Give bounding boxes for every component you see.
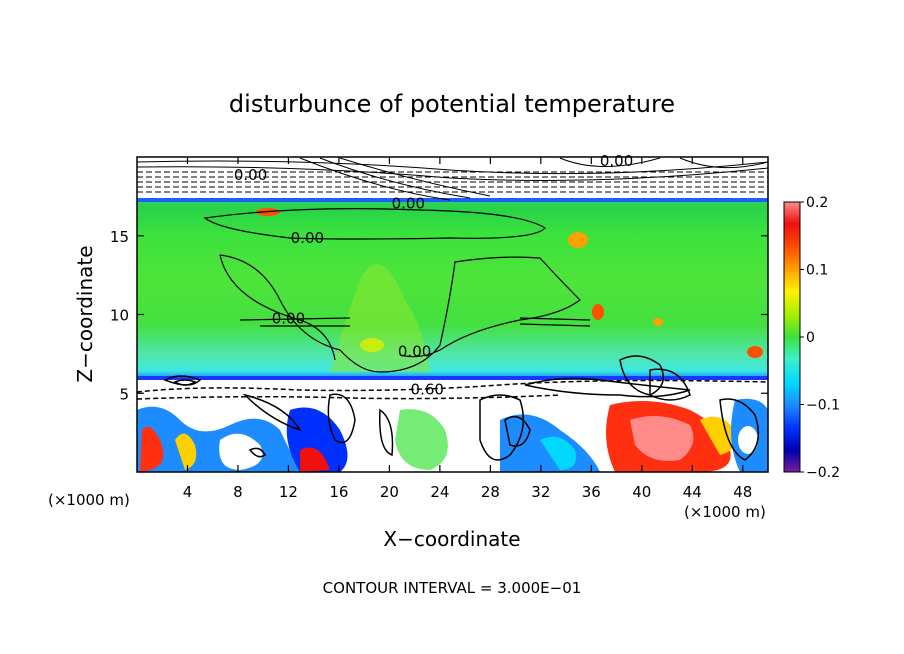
x-axis-label: X−coordinate <box>383 527 520 551</box>
x-axis-ticks: 4 8 12 16 20 24 28 32 36 40 44 48 <box>183 157 752 501</box>
x-tick-label: 44 <box>683 483 702 501</box>
y-tick-label: 10 <box>110 307 129 325</box>
colorbar-tick-label: −0.2 <box>806 465 840 481</box>
colorbar-tick-label: 0 <box>806 330 815 346</box>
bl-blob-left-yellow <box>175 433 197 470</box>
contour-interval-note: CONTOUR INTERVAL = 3.000E−01 <box>323 579 582 597</box>
plume-center <box>330 264 430 372</box>
bl-white-right <box>738 426 758 454</box>
field-layer <box>137 157 768 472</box>
spot-2 <box>568 232 588 248</box>
spot-3 <box>592 304 604 320</box>
colorbar-tick-label: 0.1 <box>806 263 828 279</box>
y-tick-label: 5 <box>119 385 129 403</box>
x-tick-label: 4 <box>183 483 193 501</box>
chart-title: disturbunce of potential temperature <box>229 90 675 118</box>
x-tick-label: 28 <box>481 483 500 501</box>
contour-label: 0.00 <box>234 166 267 184</box>
colorbar-ticks: 0.2 0.1 0 −0.1 −0.2 <box>800 195 840 481</box>
warm-spot <box>360 338 384 352</box>
x-tick-label: 12 <box>279 483 298 501</box>
x-tick-label: 48 <box>733 483 752 501</box>
x-tick-label: 24 <box>430 483 449 501</box>
contour-label: 0.00 <box>398 342 431 360</box>
bl-blob-mid-green <box>395 409 448 470</box>
contour-labels: 0.00 0.00 0.00 0.00 0.60 0.00 0.00 <box>234 152 633 398</box>
bl-blob-mid-red <box>300 447 330 472</box>
troposphere-band <box>137 200 768 378</box>
spot-4 <box>747 346 763 358</box>
spot-5 <box>653 318 663 326</box>
bl-blob-left-white <box>219 433 263 470</box>
x-tick-label: 20 <box>380 483 399 501</box>
bl-contours <box>137 355 768 461</box>
contour-label: 0.00 <box>291 229 324 247</box>
x-unit-left: (×1000 m) <box>48 491 130 509</box>
bl-blob-hot-2 <box>630 416 694 461</box>
tropopause-line <box>137 198 768 202</box>
x-unit-right: (×1000 m) <box>684 503 766 521</box>
bl-blob-left-red <box>140 426 164 472</box>
bl-blob-hot-3 <box>700 416 736 455</box>
contour-label: 0.00 <box>392 194 425 212</box>
colorbar-tick-label: −0.1 <box>806 398 840 414</box>
contour-label: 0.60 <box>411 380 444 398</box>
tropo-contours <box>203 208 591 373</box>
contour-label: 0.00 <box>272 309 305 327</box>
x-tick-label: 16 <box>329 483 348 501</box>
inversion-line <box>137 376 768 380</box>
colorbar-tick-label: 0.2 <box>806 195 828 211</box>
x-tick-label: 8 <box>233 483 243 501</box>
y-tick-label: 15 <box>110 228 129 246</box>
colorbar-scale <box>783 201 801 473</box>
colorbar: 0.2 0.1 0 −0.1 −0.2 <box>783 195 840 481</box>
x-tick-label: 40 <box>632 483 651 501</box>
contour-label: 0.00 <box>600 152 633 170</box>
bl-blob-right-cyan <box>540 436 576 470</box>
x-tick-label: 36 <box>582 483 601 501</box>
y-axis-label: Z−coordinate <box>73 245 97 382</box>
y-axis-ticks: 5 10 15 <box>110 228 768 403</box>
x-tick-label: 32 <box>531 483 550 501</box>
